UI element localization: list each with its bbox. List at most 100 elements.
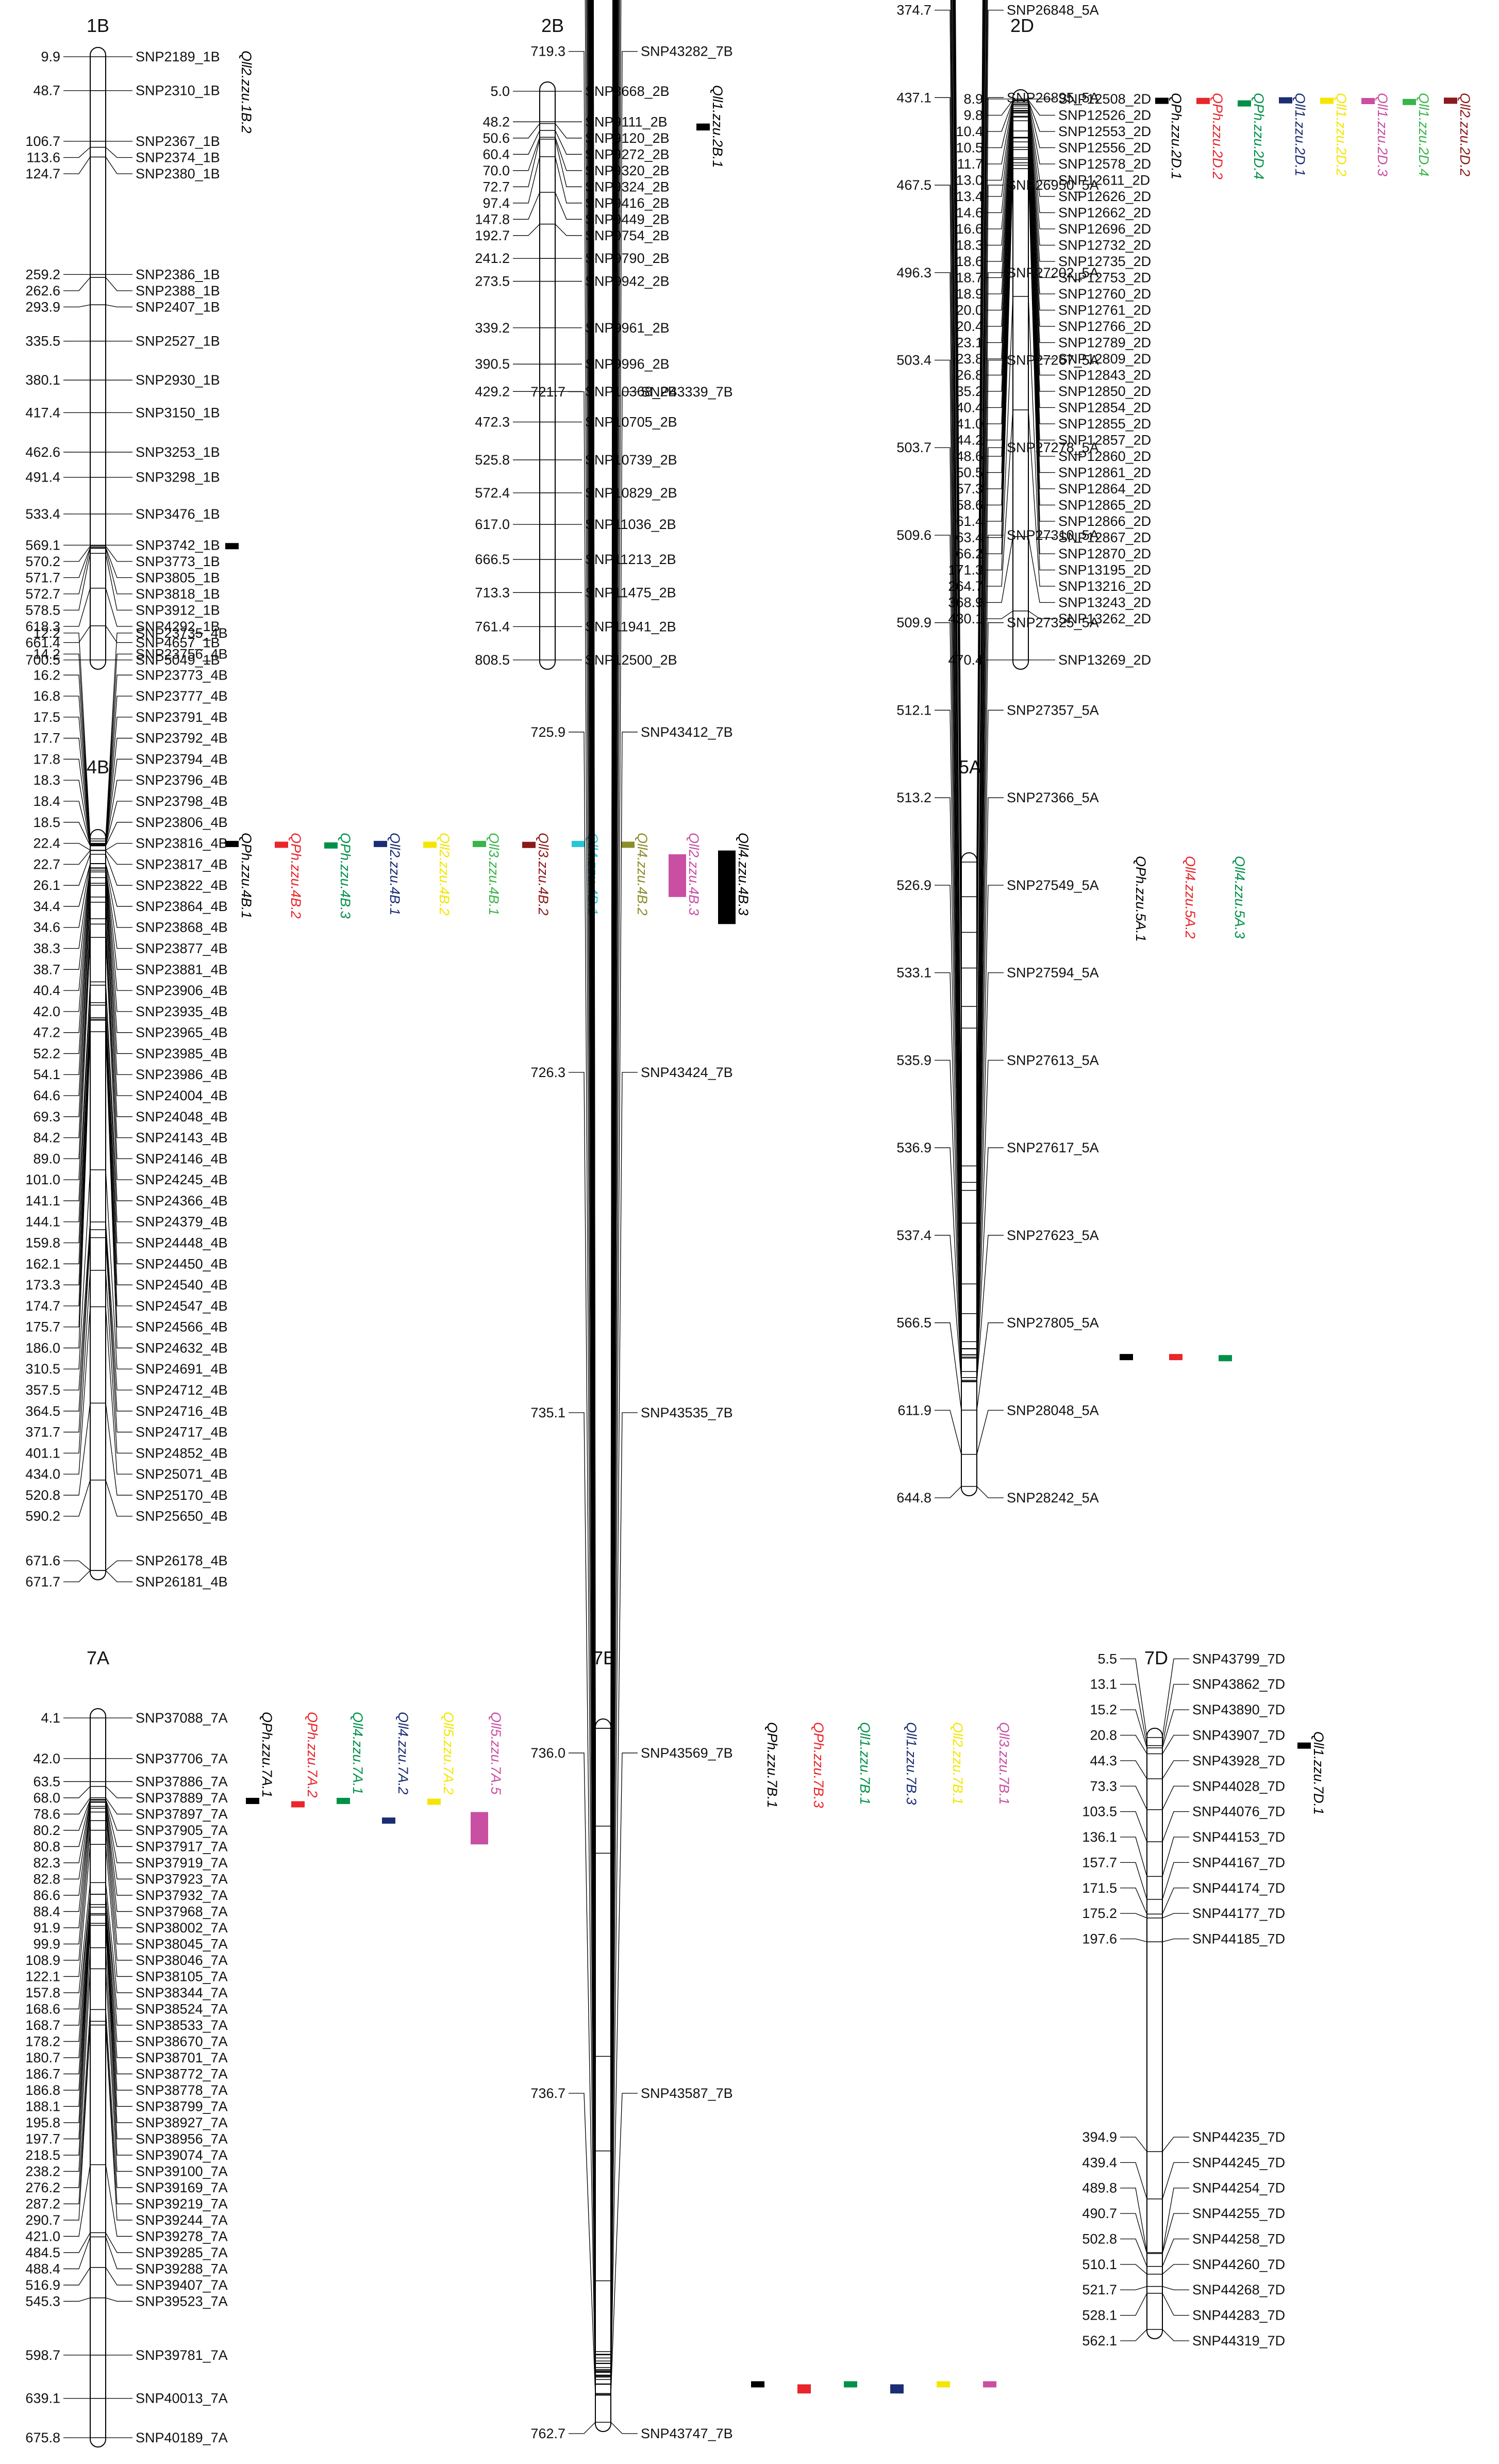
marker-position: 26.8 [956,368,983,383]
marker-name: SNP23817_4B [136,856,228,872]
marker-name: SNP11475_2B [585,585,676,600]
marker-name: SNP12861_2D [1058,465,1151,481]
marker-name-connector [610,51,638,2377]
marker-position: 103.5 [1082,1804,1117,1820]
marker-position: 394.9 [1082,2129,1117,2145]
marker-position: 238.2 [25,2163,60,2179]
marker-position-connector [63,842,91,851]
marker-name: SNP23881_4B [136,962,228,977]
qtl-label: QPh.zzu.4B.3 [338,833,353,919]
marker-position: 262.6 [25,283,60,299]
marker-position: 726.3 [530,1065,565,1080]
marker-position: 4.1 [41,1710,60,1726]
marker-position: 23.1 [956,335,983,351]
marker-position: 5.0 [490,84,510,99]
marker-name: SNP12732_2D [1058,238,1151,253]
marker-position-connector [63,1882,91,1993]
marker-position-connector [63,304,91,308]
marker-name: SNP12761_2D [1058,303,1151,318]
marker-name: SNP13243_2D [1058,595,1151,610]
chromosome-5a: 5A4.3SNP26347_5A39.9SNP26662_5A76.4SNP26… [896,0,1247,1506]
marker-name: SNP43907_7D [1192,1727,1285,1743]
marker-position: 571.7 [25,570,60,585]
marker-name: SNP44177_7D [1192,1906,1285,1921]
marker-name: SNP23794_4B [136,751,228,767]
marker-name-connector [1028,169,1055,554]
marker-name-connector [105,1925,132,2140]
marker-name: SNP44185_7D [1192,1931,1285,1947]
marker-name: SNP23777_4B [136,688,228,704]
marker-name-connector [105,924,132,1160]
marker-position-connector [986,610,1013,619]
marker-position-connector [1120,2213,1147,2254]
marker-name-connector [105,1307,132,1475]
marker-position: 509.9 [896,615,931,631]
marker-position: 54.1 [33,1067,60,1082]
marker-name: SNP24448_4B [136,1235,228,1251]
marker-position-connector [1120,2286,1147,2290]
marker-position: 66.2 [956,546,983,561]
marker-name: SNP25071_4B [136,1466,228,1482]
qtl-bar [374,840,387,847]
marker-name: SNP44245_7D [1192,2155,1285,2170]
qtl-bar [797,2384,811,2394]
marker-position-connector [63,2025,91,2221]
marker-name-connector [105,1894,132,2026]
marker-position-connector [63,822,91,846]
marker-name: SNP27325_5A [1007,615,1099,631]
marker-position: 671.6 [25,1553,60,1568]
marker-position: 186.7 [25,2066,60,2081]
marker-position: 512.1 [896,702,931,718]
marker-position: 510.1 [1082,2257,1117,2272]
marker-name: SNP37917_7A [136,1839,228,1854]
marker-name-connector [976,0,987,1166]
marker-name-connector [105,553,132,611]
marker-name: SNP24366_4B [136,1193,228,1209]
marker-position-connector [986,101,1013,132]
marker-position-connector [63,1808,91,1912]
marker-name: SNP43569_7B [641,1745,733,1761]
marker-position: 175.7 [25,1319,60,1335]
marker-position-connector [513,137,540,171]
marker-name-connector [105,696,132,844]
marker-position-connector [986,108,1013,229]
marker-name: SNP2367_1B [136,134,220,149]
chromosome-body [90,1708,106,2448]
marker-name-connector [1028,536,1055,603]
marker-name: SNP24004_4B [136,1088,228,1103]
marker-position-connector [1120,2293,1147,2316]
marker-position: 18.9 [956,286,983,302]
marker-name: SNP9754_2B [585,228,670,243]
chromosome-title: 4B [87,756,109,778]
marker-name: SNP24245_4B [136,1172,228,1187]
marker-name-connector [976,0,986,1028]
marker-position: 44.3 [1090,1753,1117,1768]
marker-position-connector [63,1894,91,2026]
marker-position: 429.2 [475,384,510,399]
chromosome-title: 1B [87,15,109,36]
marker-name: SNP38046_7A [136,1953,228,1968]
marker-name-connector [976,0,986,1007]
marker-name-connector [555,123,582,139]
qtl-label: QPh.zzu.2D.1 [1169,93,1184,179]
marker-name: SNP23791_4B [136,709,228,725]
marker-name: SNP44167_7D [1192,1855,1285,1870]
qtl-bar [427,1798,441,1805]
marker-name-connector [1162,1938,1189,1942]
qtl-bar [423,841,437,848]
marker-position-connector [63,863,91,907]
marker-name: SNP39100_7A [136,2163,228,2179]
marker-position-connector [63,1480,91,1517]
marker-position: 197.6 [1082,1931,1117,1947]
marker-name-connector [976,185,1004,1314]
qtl-bar [337,1797,350,1804]
marker-position-connector [935,535,962,1355]
marker-name-connector [1028,111,1055,278]
marker-position: 562.1 [1082,2333,1117,2349]
marker-position: 533.1 [896,965,931,981]
marker-position-connector [569,1412,596,2394]
marker-name: SNP2189_1B [136,49,220,64]
marker-name-connector [105,872,132,1012]
marker-name-connector [610,0,622,2377]
marker-position: 241.2 [475,251,510,266]
